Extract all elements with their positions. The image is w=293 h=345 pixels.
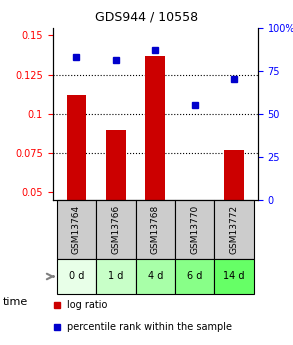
Text: GSM13766: GSM13766 bbox=[111, 205, 120, 254]
Bar bbox=[106, 129, 126, 200]
Text: GDS944 / 10558: GDS944 / 10558 bbox=[95, 10, 198, 23]
Bar bbox=[145, 56, 165, 200]
Text: percentile rank within the sample: percentile rank within the sample bbox=[67, 322, 232, 332]
Text: 14 d: 14 d bbox=[224, 272, 245, 282]
FancyBboxPatch shape bbox=[214, 259, 254, 294]
Text: 6 d: 6 d bbox=[187, 272, 202, 282]
Text: GSM13770: GSM13770 bbox=[190, 205, 199, 254]
Bar bbox=[67, 95, 86, 200]
Bar bbox=[185, 200, 205, 230]
Text: 4 d: 4 d bbox=[148, 272, 163, 282]
FancyBboxPatch shape bbox=[96, 259, 136, 294]
FancyBboxPatch shape bbox=[136, 200, 175, 259]
Text: log ratio: log ratio bbox=[67, 300, 108, 310]
Text: 0 d: 0 d bbox=[69, 272, 84, 282]
FancyBboxPatch shape bbox=[175, 259, 214, 294]
Text: GSM13768: GSM13768 bbox=[151, 205, 160, 254]
Text: GSM13772: GSM13772 bbox=[230, 205, 239, 254]
FancyBboxPatch shape bbox=[136, 259, 175, 294]
Text: GSM13764: GSM13764 bbox=[72, 205, 81, 254]
Bar bbox=[224, 150, 244, 200]
FancyBboxPatch shape bbox=[175, 200, 214, 259]
FancyBboxPatch shape bbox=[96, 200, 136, 259]
Text: time: time bbox=[3, 297, 28, 307]
FancyBboxPatch shape bbox=[214, 200, 254, 259]
FancyBboxPatch shape bbox=[57, 259, 96, 294]
Text: 1 d: 1 d bbox=[108, 272, 124, 282]
FancyBboxPatch shape bbox=[57, 200, 96, 259]
